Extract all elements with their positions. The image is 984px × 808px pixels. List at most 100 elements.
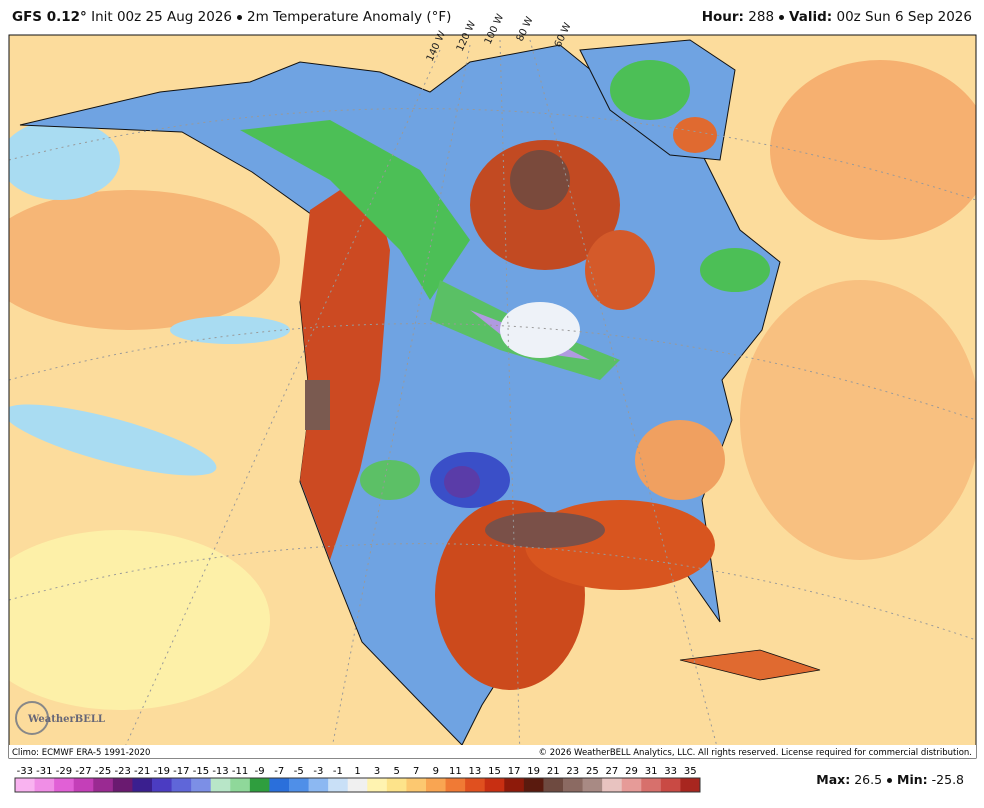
colorbar-swatch [582,778,603,792]
colorbar-label: -3 [313,766,323,777]
header-left: GFS 0.12° Init 00z 25 Aug 2026 2m Tempera… [12,9,451,31]
colorbar-swatch [660,778,681,792]
colorbar-label: -23 [114,766,130,777]
separator [237,14,242,20]
hour: 288 [748,9,775,25]
copyright: © 2026 WeatherBELL Analytics, LLC. All r… [539,748,972,758]
colorbar-label: 35 [684,766,697,777]
anomaly-cool [9,404,217,476]
anomaly-extreme [305,380,330,430]
colorbar-frame [14,777,701,793]
colorbar-label: -31 [36,766,52,777]
colorbar-swatch [132,778,153,792]
cuba [679,649,821,681]
header: GFS 0.12° Init 00z 25 Aug 2026 2m Tempera… [12,9,972,31]
colorbar-label: 13 [469,766,482,777]
anomaly-mild [9,530,270,710]
colorbar-swatch [367,778,388,792]
min: -25.8 [931,772,964,787]
colorbar-swatch [347,778,368,792]
hour-label: Hour: [701,9,744,25]
colorbar-label: 23 [566,766,579,777]
colorbar-label: 3 [374,766,380,777]
colorbar-swatch [465,778,486,792]
valid-label: Valid: [789,9,833,25]
anomaly-hot [300,170,390,560]
colorbar-swatch [112,778,133,792]
init: Init 00z 25 Aug 2026 [91,9,232,25]
colorbar-swatch [73,778,94,792]
anomaly-cool-green [240,120,470,300]
colorbar-label: -9 [255,766,265,777]
colorbar-swatch [426,778,447,792]
anomaly-warm [635,420,725,500]
map-area: WeatherBELL [9,35,976,758]
colorbar-label: 19 [527,766,540,777]
colorbar-swatch [386,778,407,792]
model: GFS 0.12° [12,9,87,25]
anomaly-warm [740,280,976,560]
anomaly-hot [585,230,655,310]
colorbar-label: 15 [488,766,501,777]
anomaly-cool-green [610,60,690,120]
anomaly-cool [9,120,120,200]
anomaly-cool [170,316,290,344]
anomaly-cool-green [700,248,770,292]
colorbar-swatch [230,778,251,792]
min-label: Min: [897,772,928,787]
field: 2m Temperature Anomaly (°F) [247,9,452,25]
colorbar-label: 27 [606,766,619,777]
anomaly-hot [673,117,717,153]
colorbar-swatch [269,778,290,792]
footer-band [9,745,976,758]
colorbar-label: -25 [95,766,111,777]
colorbar-swatch [210,778,231,792]
colorbar-swatch [289,778,310,792]
longitude-line [529,39,721,758]
colorbar-swatch [602,778,623,792]
climo: Climo: ECMWF ERA-5 1991-2020 [12,748,150,758]
colorbar-swatch [34,778,55,792]
colorbar-label: -1 [333,766,343,777]
stats: Max: 26.5 Min: -25.8 [816,772,964,787]
colorbar-label: 11 [449,766,462,777]
latitude-line [9,108,976,201]
colorbar-label: -7 [274,766,284,777]
colorbar-label: -5 [294,766,304,777]
colorbar-swatch [563,778,584,792]
separator [779,14,785,20]
colorbar-label: -27 [75,766,91,777]
colorbar: -33 -31 -29 -27 -25 -23 -21 -19 -17 -15 -13 -11 -9 -7… [14,766,701,793]
colorbar-label: 5 [393,766,399,777]
header-right: Hour: 288 Valid: 00z Sun 6 Sep 2026 [702,9,972,31]
colorbar-label: 33 [664,766,677,777]
logo: WeatherBELL [27,714,105,725]
colorbar-label: -33 [17,766,33,777]
colorbar-label: -15 [193,766,209,777]
colorbar-swatch [484,778,505,792]
valid: 00z Sun 6 Sep 2026 [836,9,972,25]
colorbar-label: 25 [586,766,599,777]
colorbar-swatch [680,778,701,792]
graticule [9,39,976,758]
logo-mark [15,701,49,735]
colorbar-label: 17 [508,766,521,777]
colorbar-swatch [328,778,349,792]
colorbar-swatch [523,778,544,792]
colorbar-swatch [308,778,329,792]
colorbar-label: 7 [413,766,419,777]
separator [887,778,893,783]
anomaly-extreme [510,150,570,210]
colorbar-swatch [445,778,466,792]
colorbar-label: -13 [212,766,228,777]
colorbar-label: 31 [645,766,658,777]
colorbar-label: -19 [154,766,170,777]
anomaly-warm [770,60,976,240]
anomaly-warm [9,190,280,330]
colorbar-swatch [54,778,75,792]
colorbar-swatch [504,778,525,792]
colorbar-swatch [152,778,173,792]
max: 26.5 [854,772,883,787]
max-label: Max: [816,772,851,787]
